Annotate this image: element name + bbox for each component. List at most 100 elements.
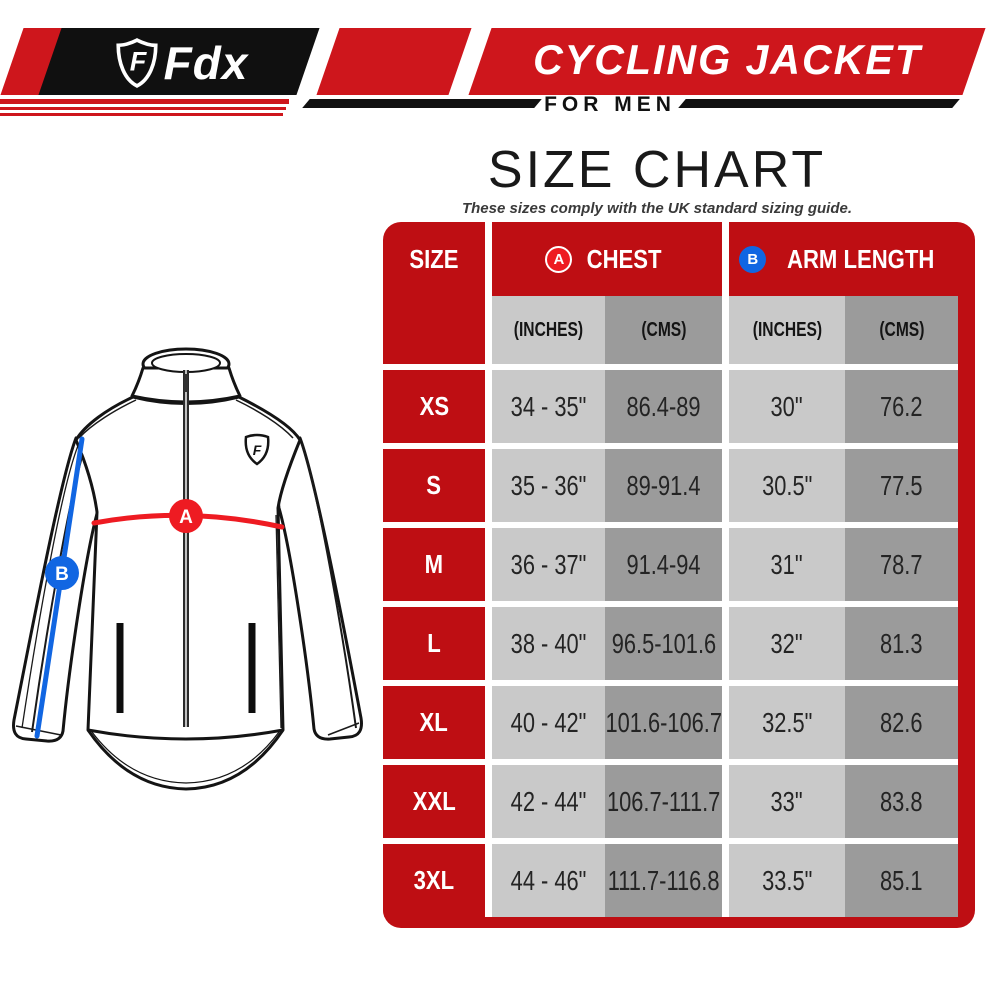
table-row: XL 40 - 42" 101.6-106.7 32.5" 82.6 bbox=[383, 686, 958, 759]
marker-b-label: B bbox=[55, 564, 69, 585]
cell-chest-cms-text: 89-91.4 bbox=[626, 469, 701, 501]
subheader-label: (INCHES) bbox=[752, 318, 822, 341]
cell-arm-cms-text: 85.1 bbox=[880, 864, 923, 896]
header-chest-label: CHEST bbox=[587, 243, 662, 274]
cell-gap bbox=[722, 765, 729, 838]
subheader-label: (CMS) bbox=[878, 318, 925, 341]
cell-chest-cms-text: 101.6-106.7 bbox=[605, 706, 722, 738]
cell-gap bbox=[722, 449, 729, 522]
cell-arm-inches: 32" bbox=[729, 607, 845, 680]
drop-tail-seam bbox=[91, 731, 280, 784]
cell-gap bbox=[485, 370, 492, 443]
table-row: XXL 42 - 44" 106.7-111.7 33" 83.8 bbox=[383, 765, 958, 838]
cell-arm-cms-text: 83.8 bbox=[880, 785, 923, 817]
cell-chest-inches: 34 - 35" bbox=[492, 370, 605, 443]
row-gap bbox=[383, 443, 958, 449]
drop-tail bbox=[86, 729, 285, 791]
row-size-label-text: M bbox=[424, 549, 444, 579]
banner-subtitle: FOR MEN bbox=[544, 93, 676, 116]
subheader-chest-cms: (CMS) bbox=[605, 296, 722, 364]
cell-chest-cms-text: 96.5-101.6 bbox=[611, 627, 716, 659]
row-size-label: XXL bbox=[383, 765, 485, 838]
cell-chest-inches-text: 42 - 44" bbox=[510, 785, 587, 817]
cell-gap bbox=[485, 449, 492, 522]
table-row: 3XL 44 - 46" 111.7-116.8 33.5" 85.1 bbox=[383, 844, 958, 917]
cell-gap bbox=[485, 844, 492, 917]
cell-arm-cms: 83.8 bbox=[845, 765, 958, 838]
cell-arm-cms: 78.7 bbox=[845, 528, 958, 601]
right-sleeve bbox=[276, 436, 363, 741]
cell-arm-inches-text: 31" bbox=[770, 548, 804, 580]
subheader-arm-cms: (CMS) bbox=[845, 296, 958, 364]
header-chest: A CHEST bbox=[492, 222, 722, 296]
cell-arm-inches: 30" bbox=[729, 370, 845, 443]
cell-chest-inches-text: 36 - 37" bbox=[510, 548, 587, 580]
cell-chest-cms-text: 106.7-111.7 bbox=[606, 785, 721, 817]
chest-logo-letter: F bbox=[253, 442, 262, 458]
cell-chest-cms: 91.4-94 bbox=[605, 528, 722, 601]
cell-gap bbox=[722, 528, 729, 601]
arm-badge-icon: B bbox=[739, 245, 767, 273]
cell-gap bbox=[722, 370, 729, 443]
table-row: L 38 - 40" 96.5-101.6 32" 81.3 bbox=[383, 607, 958, 680]
row-gap bbox=[383, 759, 958, 765]
cell-arm-cms: 85.1 bbox=[845, 844, 958, 917]
side-seam bbox=[275, 514, 282, 729]
row-size-label: L bbox=[383, 607, 485, 680]
header-arm-length: B ARM LENGTH bbox=[729, 222, 958, 296]
row-size-label-text: S bbox=[426, 470, 442, 500]
cell-chest-cms: 96.5-101.6 bbox=[605, 607, 722, 680]
cell-gap bbox=[485, 607, 492, 680]
brand-name: Fdx bbox=[163, 37, 249, 89]
header-arm-label: ARM LENGTH bbox=[787, 243, 935, 274]
shoulder-seam bbox=[78, 399, 137, 439]
row-gap bbox=[383, 522, 958, 528]
cell-chest-cms: 101.6-106.7 bbox=[605, 686, 722, 759]
cell-gap bbox=[485, 686, 492, 759]
cell-chest-cms-text: 91.4-94 bbox=[626, 548, 701, 580]
cell-gap bbox=[722, 607, 729, 680]
cell-chest-cms: 111.7-116.8 bbox=[605, 844, 722, 917]
cell-chest-cms: 106.7-111.7 bbox=[605, 765, 722, 838]
cell-arm-inches-text: 30" bbox=[770, 390, 804, 422]
cell-chest-inches: 42 - 44" bbox=[492, 765, 605, 838]
chest-badge-icon: A bbox=[545, 245, 573, 273]
cell-gap bbox=[722, 686, 729, 759]
cell-arm-inches-text: 33.5" bbox=[761, 864, 813, 896]
cell-chest-cms: 86.4-89 bbox=[605, 370, 722, 443]
marker-a bbox=[169, 499, 203, 533]
sleeve-seam bbox=[301, 443, 357, 729]
cell-arm-cms-text: 81.3 bbox=[880, 627, 923, 659]
row-size-label: S bbox=[383, 449, 485, 522]
cell-chest-inches-text: 44 - 46" bbox=[510, 864, 587, 896]
collar-inner bbox=[151, 353, 221, 373]
banner-title: CYCLING JACKET bbox=[533, 36, 922, 83]
zipper-pull bbox=[184, 374, 188, 392]
cell-chest-inches: 35 - 36" bbox=[492, 449, 605, 522]
row-size-label: 3XL bbox=[383, 844, 485, 917]
header-size: SIZE bbox=[383, 222, 485, 296]
cell-chest-cms-text: 86.4-89 bbox=[626, 390, 701, 422]
row-size-label-text: XL bbox=[419, 707, 449, 737]
row-gap bbox=[383, 680, 958, 686]
shield-icon: F bbox=[116, 38, 158, 88]
marker-a-label: A bbox=[179, 507, 193, 528]
table-row: XS 34 - 35" 86.4-89 30" 76.2 bbox=[383, 370, 958, 443]
row-gap bbox=[383, 364, 958, 370]
cell-arm-inches: 31" bbox=[729, 528, 845, 601]
row-size-label: M bbox=[383, 528, 485, 601]
cell-gap bbox=[485, 765, 492, 838]
row-size-label-text: 3XL bbox=[413, 865, 455, 895]
banner-red-segment bbox=[316, 28, 472, 95]
cell-arm-cms-text: 77.5 bbox=[880, 469, 923, 501]
accent-stripe bbox=[0, 107, 286, 110]
row-size-label: XL bbox=[383, 686, 485, 759]
subheader-arm-inches: (INCHES) bbox=[729, 296, 845, 364]
formen-bar-left bbox=[302, 99, 542, 108]
cell-arm-cms-text: 78.7 bbox=[880, 548, 923, 580]
cell-arm-inches-text: 32.5" bbox=[761, 706, 813, 738]
jacket-diagram: F A B bbox=[12, 347, 363, 791]
sizing-note: These sizes comply with the UK standard … bbox=[461, 200, 853, 217]
chest-logo-shield bbox=[244, 433, 270, 466]
